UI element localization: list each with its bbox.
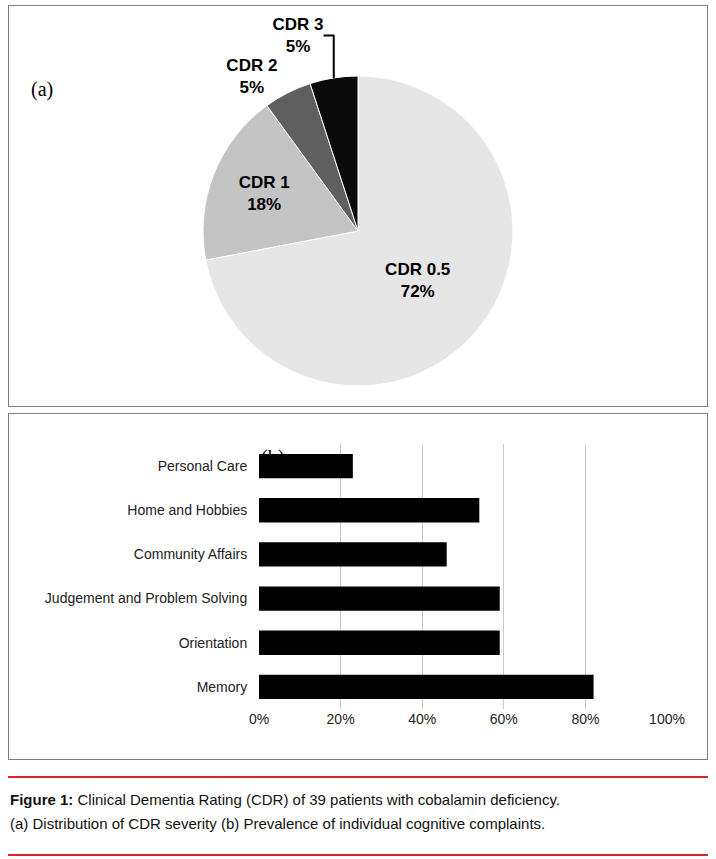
svg-text:Judgement and Problem Solving: Judgement and Problem Solving: [45, 590, 247, 606]
svg-text:40%: 40%: [408, 711, 436, 727]
svg-text:60%: 60%: [490, 711, 518, 727]
svg-text:(b): (b): [261, 446, 284, 469]
html-text:Figure 1: Clinical Dementia Ra: Figure 1: Clinical Dementia Rating (CDR)…: [10, 791, 560, 808]
svg-text:Personal Care: Personal Care: [158, 458, 248, 474]
svg-text:20%: 20%: [327, 711, 355, 727]
svg-text:Orientation: Orientation: [179, 635, 247, 651]
svg-text:CDR 0.572%: CDR 0.572%: [385, 260, 450, 301]
svg-text:Community Affairs: Community Affairs: [134, 546, 247, 562]
svg-text:CDR 35%: CDR 35%: [272, 15, 323, 56]
svg-text:Memory: Memory: [197, 679, 248, 695]
svg-text:Home and Hobbies: Home and Hobbies: [127, 502, 247, 518]
svg-text:0%: 0%: [249, 711, 269, 727]
svg-text:80%: 80%: [571, 711, 599, 727]
svg-text:100%: 100%: [649, 711, 685, 727]
html-text:(a) Distribution of CDR severi: (a) Distribution of CDR severity (b) Pre…: [10, 815, 546, 832]
svg-text:CDR 25%: CDR 25%: [226, 56, 277, 97]
svg-text:CDR 118%: CDR 118%: [239, 173, 290, 214]
svg-text:(a): (a): [31, 78, 53, 101]
